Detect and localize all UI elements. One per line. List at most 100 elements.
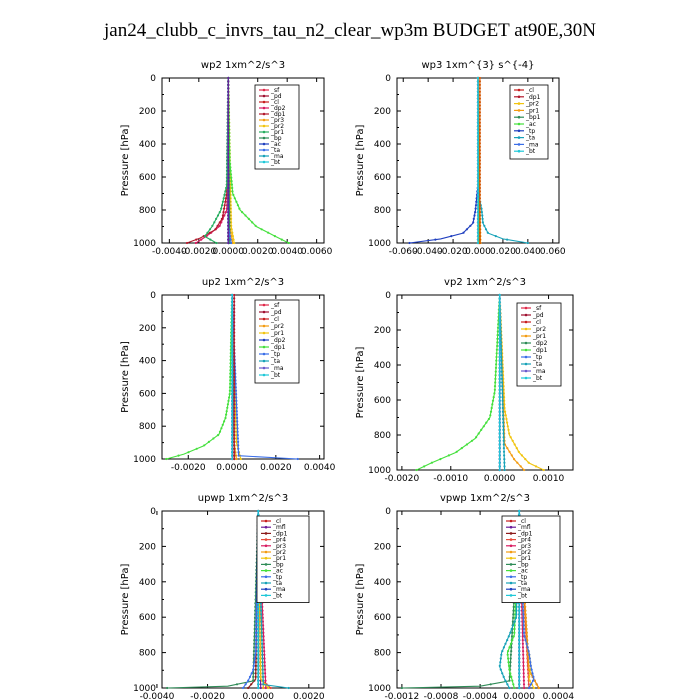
data-point [498, 377, 501, 380]
data-point [506, 639, 509, 642]
legend-marker [262, 118, 266, 122]
data-point [227, 228, 230, 231]
data-point [522, 672, 525, 675]
data-point [227, 183, 230, 186]
data-point [498, 436, 501, 439]
data-point [498, 664, 501, 668]
data-point [476, 145, 480, 148]
data-point [478, 121, 481, 124]
data-point [478, 173, 481, 176]
data-point [231, 454, 234, 457]
data-point [255, 616, 258, 620]
data-point [227, 104, 230, 107]
data-point [227, 169, 230, 172]
legend-marker [524, 362, 528, 366]
data-point [492, 396, 495, 399]
data-point [476, 166, 480, 169]
data-point [498, 337, 501, 340]
data-point [223, 193, 226, 196]
data-point [231, 372, 234, 375]
data-point [506, 653, 509, 656]
legend: _cl_dp1_pr2_pr1_bp1_ac_tp_ta_ma_bt [509, 84, 549, 160]
data-point [225, 186, 228, 190]
legend-label: _dp1 [272, 530, 288, 537]
data-point [259, 646, 262, 649]
data-point [498, 458, 501, 461]
data-point [231, 341, 234, 344]
y-tick-label: 1000 [133, 455, 156, 465]
data-point [498, 465, 501, 468]
data-point [478, 87, 481, 90]
data-point [498, 363, 501, 366]
data-point [498, 319, 501, 322]
data-point [439, 458, 442, 461]
data-point [227, 204, 230, 207]
legend-label: _cl [272, 518, 281, 525]
data-point [476, 87, 480, 90]
data-point [257, 624, 260, 627]
data-point [517, 450, 520, 453]
data-point [503, 458, 506, 461]
data-point [222, 197, 225, 200]
data-point [498, 403, 501, 406]
data-point [254, 672, 257, 675]
data-point [247, 217, 250, 220]
legend-label: _bp1 [525, 114, 541, 121]
series-dp2 [194, 76, 230, 245]
data-point [476, 176, 480, 179]
legend-marker [524, 320, 528, 324]
data-point [257, 609, 260, 612]
legend-label: _pr1 [272, 555, 286, 562]
data-point [498, 293, 501, 297]
data-point [227, 214, 230, 217]
legend-label: _pd [532, 312, 544, 319]
data-point [518, 675, 521, 679]
data-point [498, 447, 501, 450]
data-point [223, 207, 226, 210]
data-point [231, 352, 234, 355]
data-point [526, 241, 529, 245]
data-point [532, 675, 535, 679]
x-tick-label: 0.060 [540, 247, 566, 257]
data-point [260, 616, 263, 620]
legend-marker [517, 122, 521, 126]
data-point [524, 458, 527, 461]
data-point [264, 672, 267, 675]
data-point [465, 228, 468, 231]
data-point [478, 228, 481, 231]
data-point [513, 443, 516, 446]
data-point [231, 393, 234, 396]
data-point [233, 341, 236, 344]
y-tick-label: 1000 [368, 684, 391, 694]
data-point [485, 421, 488, 424]
legend-label: _ta [272, 580, 282, 587]
legend-marker [262, 112, 266, 116]
y-tick-label: 1000 [133, 239, 156, 249]
data-point [212, 437, 215, 440]
data-point [229, 365, 232, 368]
data-point [476, 107, 480, 110]
data-point [478, 186, 481, 190]
data-point [487, 417, 490, 421]
data-point [498, 443, 501, 446]
legend-marker [509, 581, 513, 585]
data-point [221, 204, 224, 207]
data-point [476, 186, 480, 190]
data-point [226, 403, 229, 406]
data-point [525, 635, 529, 638]
data-point [484, 228, 488, 231]
data-point [469, 224, 472, 227]
data-point [532, 679, 535, 682]
data-point [501, 385, 504, 388]
y-axis-label: Pressure [hPa] [120, 341, 131, 413]
data-point [233, 372, 236, 375]
data-point [231, 235, 234, 238]
data-point [515, 613, 518, 616]
data-point [513, 620, 516, 623]
data-point [216, 224, 219, 227]
data-point [233, 300, 236, 303]
data-point [481, 214, 484, 217]
data-point [257, 616, 260, 620]
legend-marker [262, 142, 266, 146]
data-point [230, 217, 233, 220]
